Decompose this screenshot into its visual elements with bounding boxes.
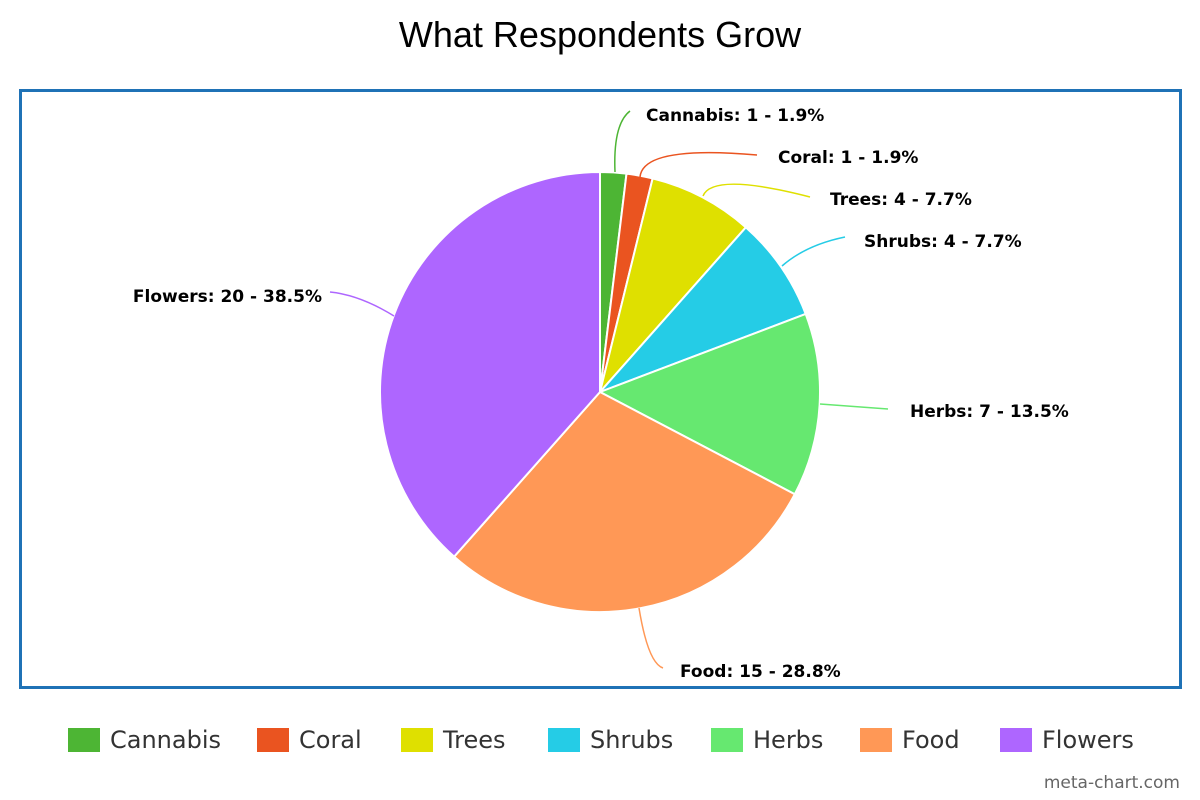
legend-swatch: [1000, 728, 1032, 752]
legend-label: Shrubs: [590, 726, 674, 754]
pie-slice-flowers[interactable]: [379, 171, 601, 558]
slice-label-shrubs: Shrubs: 4 - 7.7%: [864, 232, 1022, 252]
label-connector-shrubs: [781, 236, 846, 267]
slice-label-flowers: Flowers: 20 - 38.5%: [133, 287, 322, 307]
pie-slice-shrubs[interactable]: [599, 226, 807, 393]
label-connector-flowers: [329, 291, 395, 317]
legend-label: Flowers: [1042, 726, 1134, 754]
slice-label-coral: Coral: 1 - 1.9%: [778, 148, 918, 168]
legend-label: Food: [902, 726, 960, 754]
legend-label: Cannabis: [110, 726, 221, 754]
legend-swatch: [401, 728, 433, 752]
legend: Cannabis Coral Trees Shrubs Herbs Food Flowers: [0, 722, 1200, 758]
label-connector-trees: [702, 183, 811, 198]
slice-labels: Cannabis: 1 - 1.9% Coral: 1 - 1.9% Trees: …: [133, 106, 1069, 682]
legend-item-herbs[interactable]: Herbs: [711, 722, 823, 758]
slice-label-trees: Trees: 4 - 7.7%: [830, 190, 972, 210]
legend-label: Trees: [443, 726, 506, 754]
label-connector-coral: [639, 151, 758, 178]
legend-swatch: [860, 728, 892, 752]
label-connector-food: [638, 607, 664, 669]
legend-swatch: [68, 728, 100, 752]
slice-label-cannabis: Cannabis: 1 - 1.9%: [646, 106, 824, 126]
slice-label-food: Food: 15 - 28.8%: [680, 662, 841, 682]
legend-item-cannabis[interactable]: Cannabis: [68, 722, 221, 758]
legend-item-shrubs[interactable]: Shrubs: [548, 722, 673, 758]
pie-slices: [379, 171, 821, 613]
label-connector-herbs: [819, 403, 889, 410]
legend-swatch: [257, 728, 289, 752]
label-connector-cannabis: [614, 110, 631, 173]
legend-item-food[interactable]: Food: [860, 722, 960, 758]
legend-item-coral[interactable]: Coral: [257, 722, 362, 758]
pie-slice-trees[interactable]: [599, 177, 747, 393]
legend-label: Coral: [299, 726, 362, 754]
legend-item-flowers[interactable]: Flowers: [1000, 722, 1134, 758]
pie-slice-herbs[interactable]: [599, 312, 821, 496]
credit-text: meta-chart.com: [1043, 773, 1180, 793]
slice-label-herbs: Herbs: 7 - 13.5%: [910, 402, 1069, 422]
chart-title: What Respondents Grow: [398, 14, 802, 55]
legend-item-trees[interactable]: Trees: [401, 722, 506, 758]
legend-label: Herbs: [753, 726, 824, 754]
legend-swatch: [711, 728, 743, 752]
legend-swatch: [548, 728, 580, 752]
